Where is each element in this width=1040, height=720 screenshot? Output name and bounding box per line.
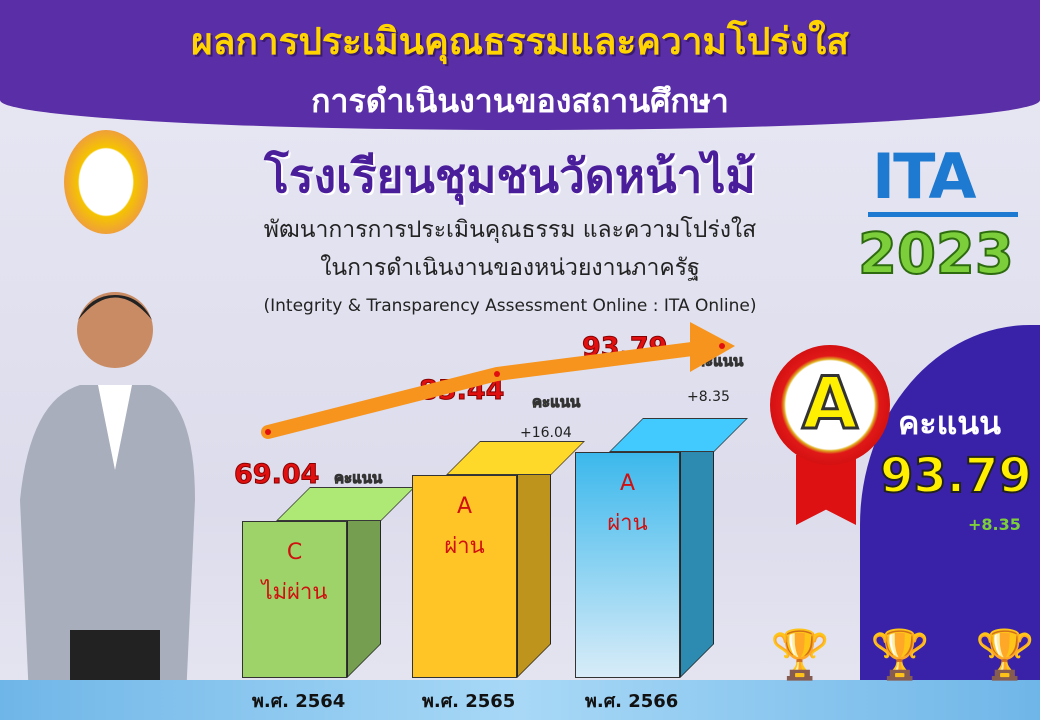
ita-logo: ITA (872, 140, 977, 213)
bar (242, 521, 347, 678)
trophy-icon: 🏆 (870, 627, 930, 683)
school-name: โรงเรียนชุมชนวัดหน้าไม้ (264, 149, 756, 203)
header-banner: ผลการประเมินคุณธรรมและความโปร่งใส การดำเ… (0, 0, 1040, 130)
main-title: ผลการประเมินคุณธรรมและความโปร่งใส (191, 20, 849, 63)
bar-status: ไม่ผ่าน (261, 580, 328, 606)
trend-point (265, 429, 271, 435)
bar-grade: A (619, 470, 636, 496)
school-logo (64, 130, 148, 234)
score-label: คะแนน (898, 404, 1001, 442)
bar (575, 451, 680, 678)
x-tick-label: พ.ศ. 2566 (585, 691, 679, 712)
x-tick-label: พ.ศ. 2565 (422, 691, 516, 712)
description-line-1: พัฒนาการการประเมินคุณธรรม และความโปร่งใส (263, 217, 757, 243)
grade-rosette-icon: A (770, 345, 890, 465)
main-subtitle: การดำเนินงานของสถานศึกษา (311, 82, 729, 120)
bar-status: ผ่าน (607, 510, 648, 536)
trend-line (261, 341, 707, 439)
trophy-icon: 🏆 (975, 627, 1035, 683)
trophy-icon: 🏆 (770, 627, 830, 683)
trend-point (494, 371, 500, 377)
ita-year: 2023 (857, 221, 1015, 288)
bar-status: ผ่าน (444, 534, 485, 560)
increment-label: +8.35 (687, 388, 730, 405)
increment-label: +16.04 (520, 425, 572, 442)
unit-label: คะแนน (333, 469, 383, 488)
description-line-3: (Integrity & Transparency Assessment Onl… (263, 296, 757, 316)
trend-arrowhead (690, 322, 735, 372)
value-label: 69.04 (233, 459, 320, 491)
grade-letter: A (801, 360, 860, 447)
score-value: 93.79 (879, 447, 1033, 505)
bar-grade: C (286, 540, 303, 566)
bar-grade: A (456, 494, 473, 520)
score-delta: +8.35 (968, 515, 1021, 534)
bar (412, 475, 517, 678)
bottom-band (0, 680, 1040, 720)
ita-underline (868, 212, 1018, 217)
x-tick-label: พ.ศ. 2564 (252, 691, 346, 712)
unit-label: คะแนน (531, 393, 581, 412)
description-line-2: ในการดำเนินงานของหน่วยงานภาครัฐ (320, 255, 700, 281)
trend-point (719, 343, 725, 349)
